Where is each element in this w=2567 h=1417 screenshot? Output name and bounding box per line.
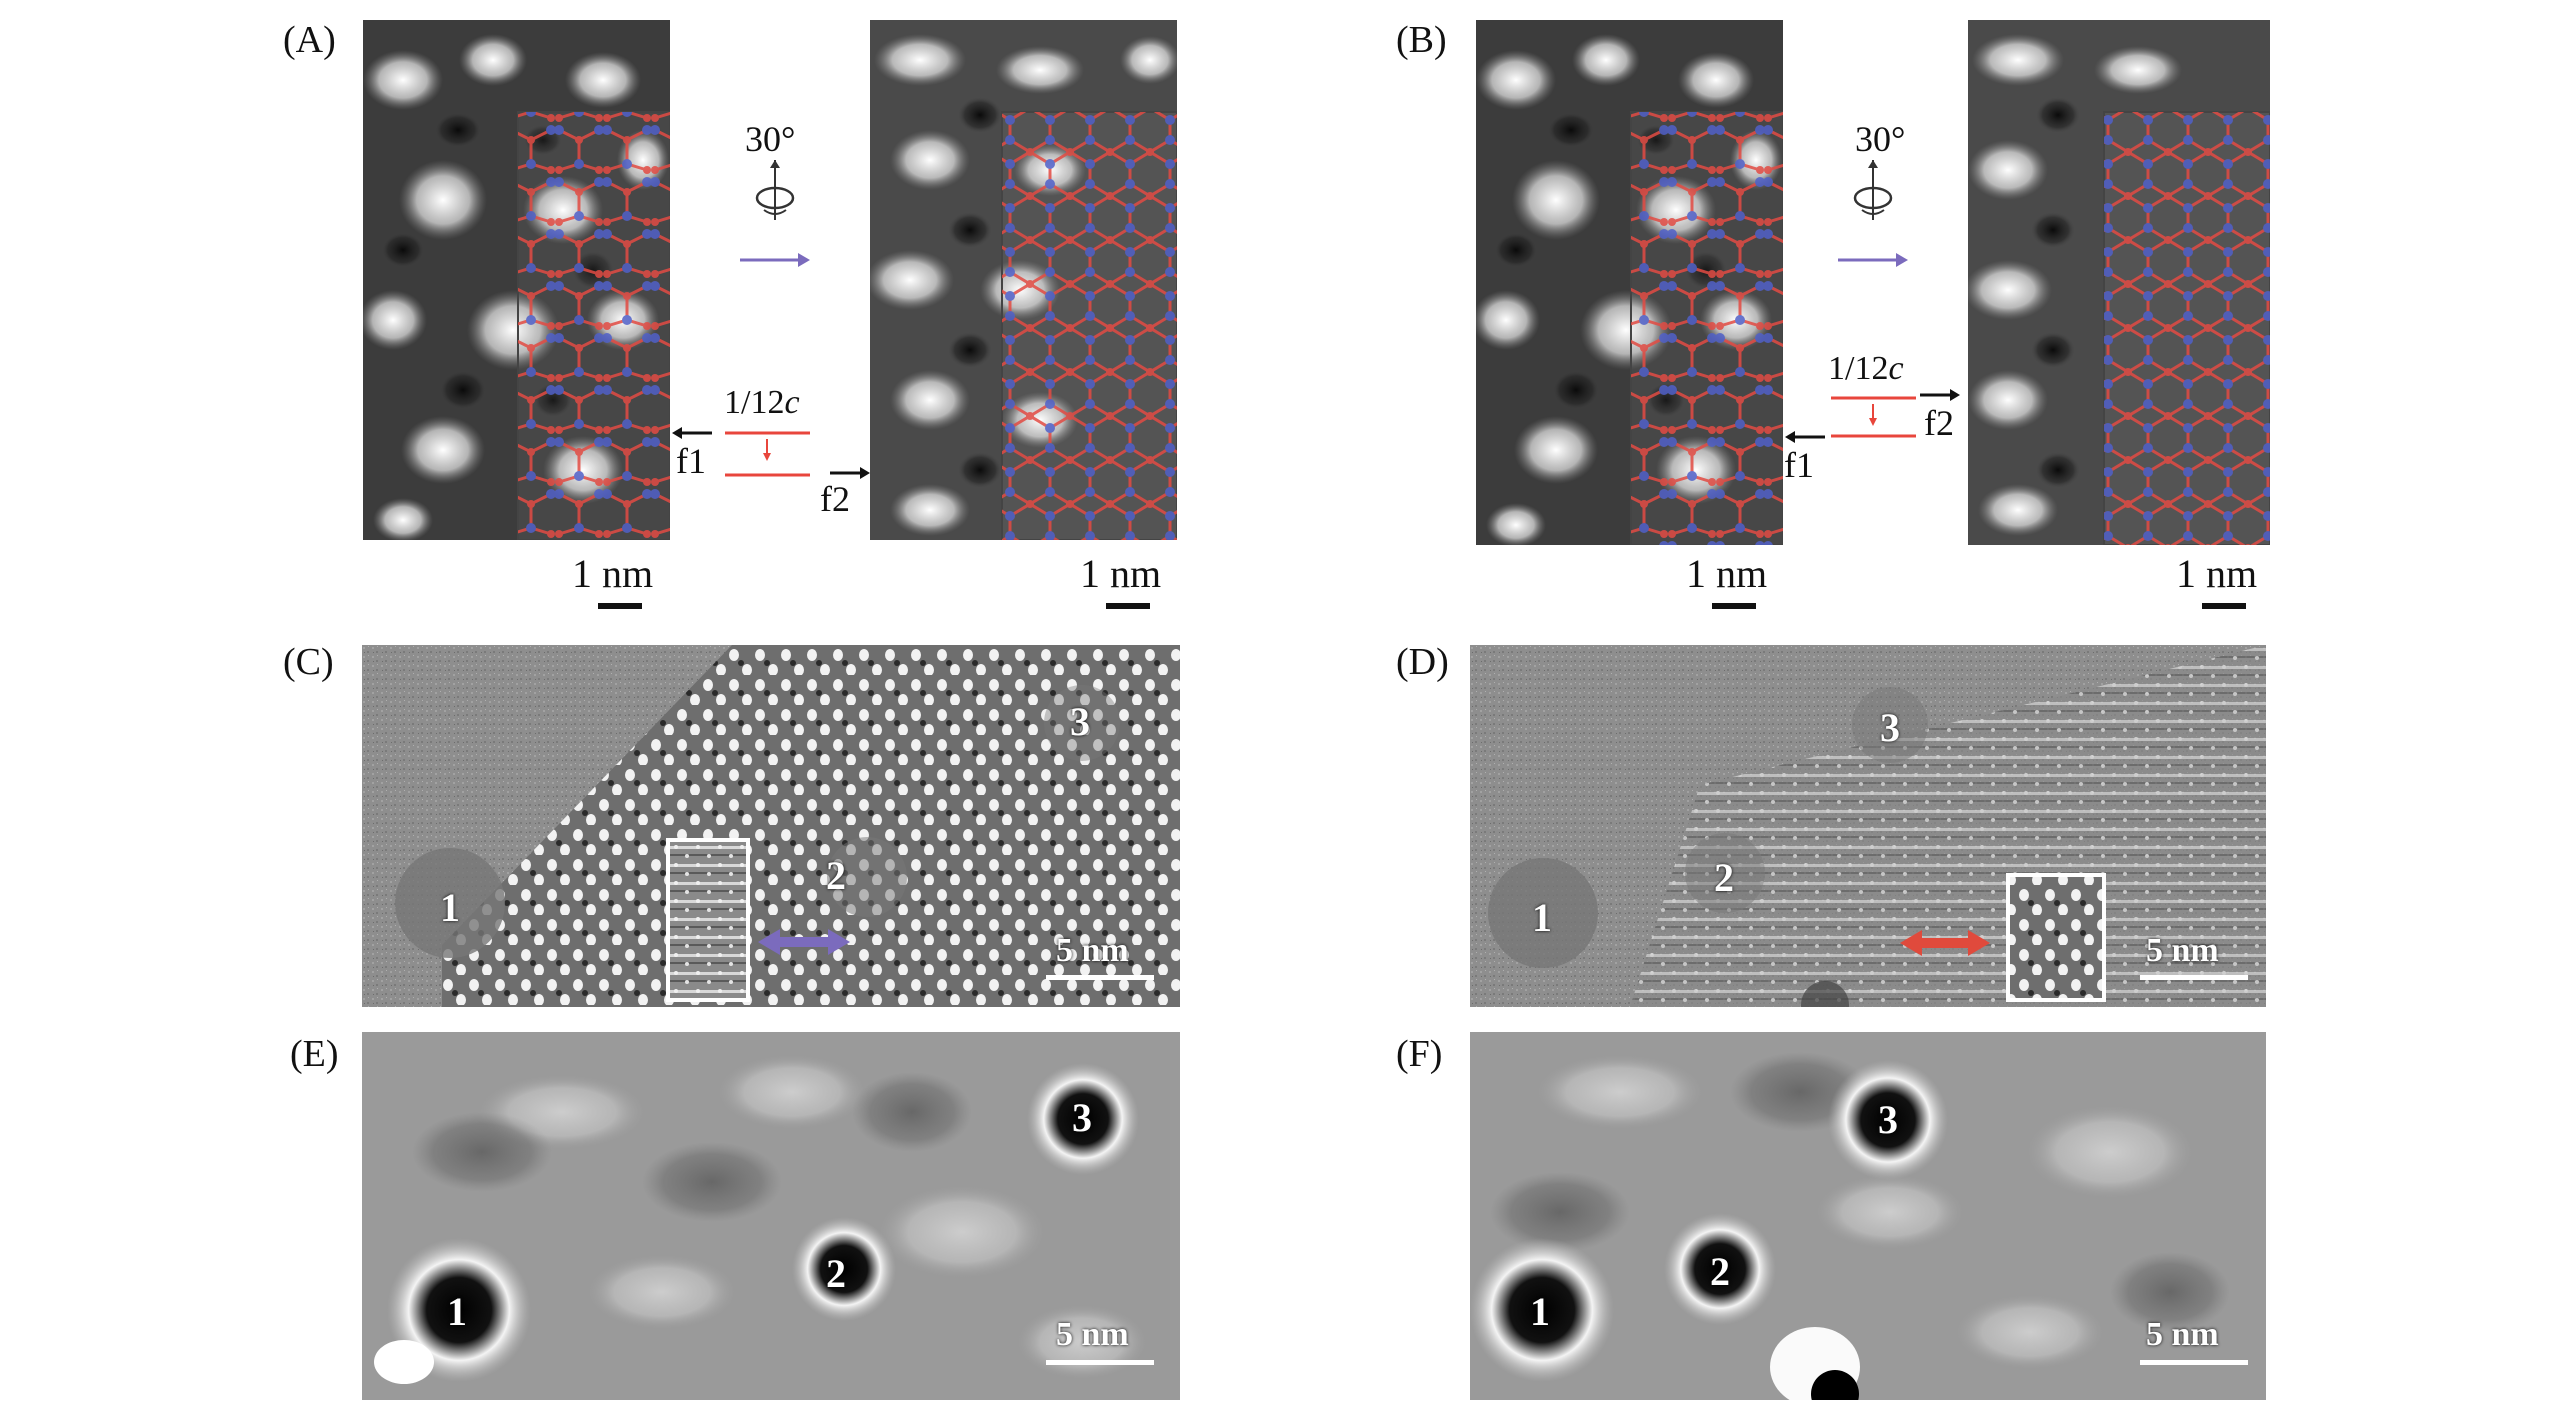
scale-bar-label-b-right: 1 nm (2176, 551, 2258, 596)
panel-label-f: (F) (1396, 1033, 1443, 1075)
panel-b-left-image (1476, 20, 1783, 545)
f1-arrow-a (672, 427, 712, 439)
region-3-e: 3 (1072, 1095, 1092, 1140)
region-1-d: 1 (1532, 895, 1552, 940)
panel-label-b: (B) (1396, 19, 1447, 61)
panel-label-c: (C) (283, 641, 334, 683)
panel-a-left-image (363, 20, 670, 540)
region-1-f: 1 (1530, 1289, 1550, 1334)
region-3-f: 3 (1878, 1097, 1898, 1142)
shift-marker-b (1831, 396, 1916, 438)
f2-label-b: f2 (1924, 403, 1954, 443)
scale-bar-label-a-right: 1 nm (1080, 551, 1162, 596)
rotation-angle-b: 30° (1855, 119, 1906, 159)
panel-c-hrtem-image (362, 645, 1180, 1007)
scale-bar-d (2140, 975, 2248, 980)
region-2-f: 2 (1710, 1249, 1730, 1294)
scale-bar-b-left (1712, 603, 1756, 609)
scale-bar-label-c: 5 nm (1056, 932, 1129, 969)
f1-arrow-b (1785, 431, 1825, 443)
region-2-d: 2 (1714, 855, 1734, 900)
scale-bar-e (1046, 1360, 1154, 1365)
region-3-d: 3 (1880, 705, 1900, 750)
panel-label-e: (E) (290, 1033, 339, 1075)
scale-bar-label-f: 5 nm (2146, 1316, 2219, 1353)
region-1-c: 1 (440, 885, 460, 930)
panel-d-hrtem-image (1470, 645, 2266, 1007)
shift-label-b: 1/12c (1828, 350, 1904, 387)
f1-label-b: f1 (1784, 445, 1814, 485)
region-3-c: 3 (1070, 699, 1090, 744)
f2-label-a: f2 (820, 479, 850, 519)
region-2-e: 2 (826, 1251, 846, 1296)
scale-bar-label-e: 5 nm (1056, 1316, 1129, 1353)
panel-e-filtered-image (362, 1032, 1180, 1400)
rotation-icon-b (1838, 160, 1908, 267)
scale-bar-label-b-left: 1 nm (1686, 551, 1768, 596)
scale-bar-a-left (598, 603, 642, 609)
panel-b-right-image (1968, 20, 2270, 545)
scale-bar-f (2140, 1360, 2248, 1365)
f2-arrow-b (1920, 389, 1960, 401)
scale-bar-label-a-left: 1 nm (572, 551, 654, 596)
panel-f-filtered-image (1470, 1032, 2266, 1400)
rotation-icon-a (740, 160, 810, 267)
scale-bar-c (1046, 975, 1154, 980)
f2-arrow-a (830, 467, 870, 479)
region-2-c: 2 (826, 853, 846, 898)
scale-bar-a-right (1106, 603, 1150, 609)
region-1-e: 1 (447, 1289, 467, 1334)
panel-label-d: (D) (1396, 641, 1449, 683)
scale-bar-b-right (2202, 603, 2246, 609)
shift-label-a: 1/12c (724, 384, 800, 421)
panel-a-right-image (870, 20, 1177, 540)
panel-label-a: (A) (283, 19, 336, 61)
shift-marker-a (725, 431, 810, 477)
rotation-angle-a: 30° (745, 119, 796, 159)
f1-label-a: f1 (676, 441, 706, 481)
scale-bar-label-d: 5 nm (2146, 932, 2219, 969)
